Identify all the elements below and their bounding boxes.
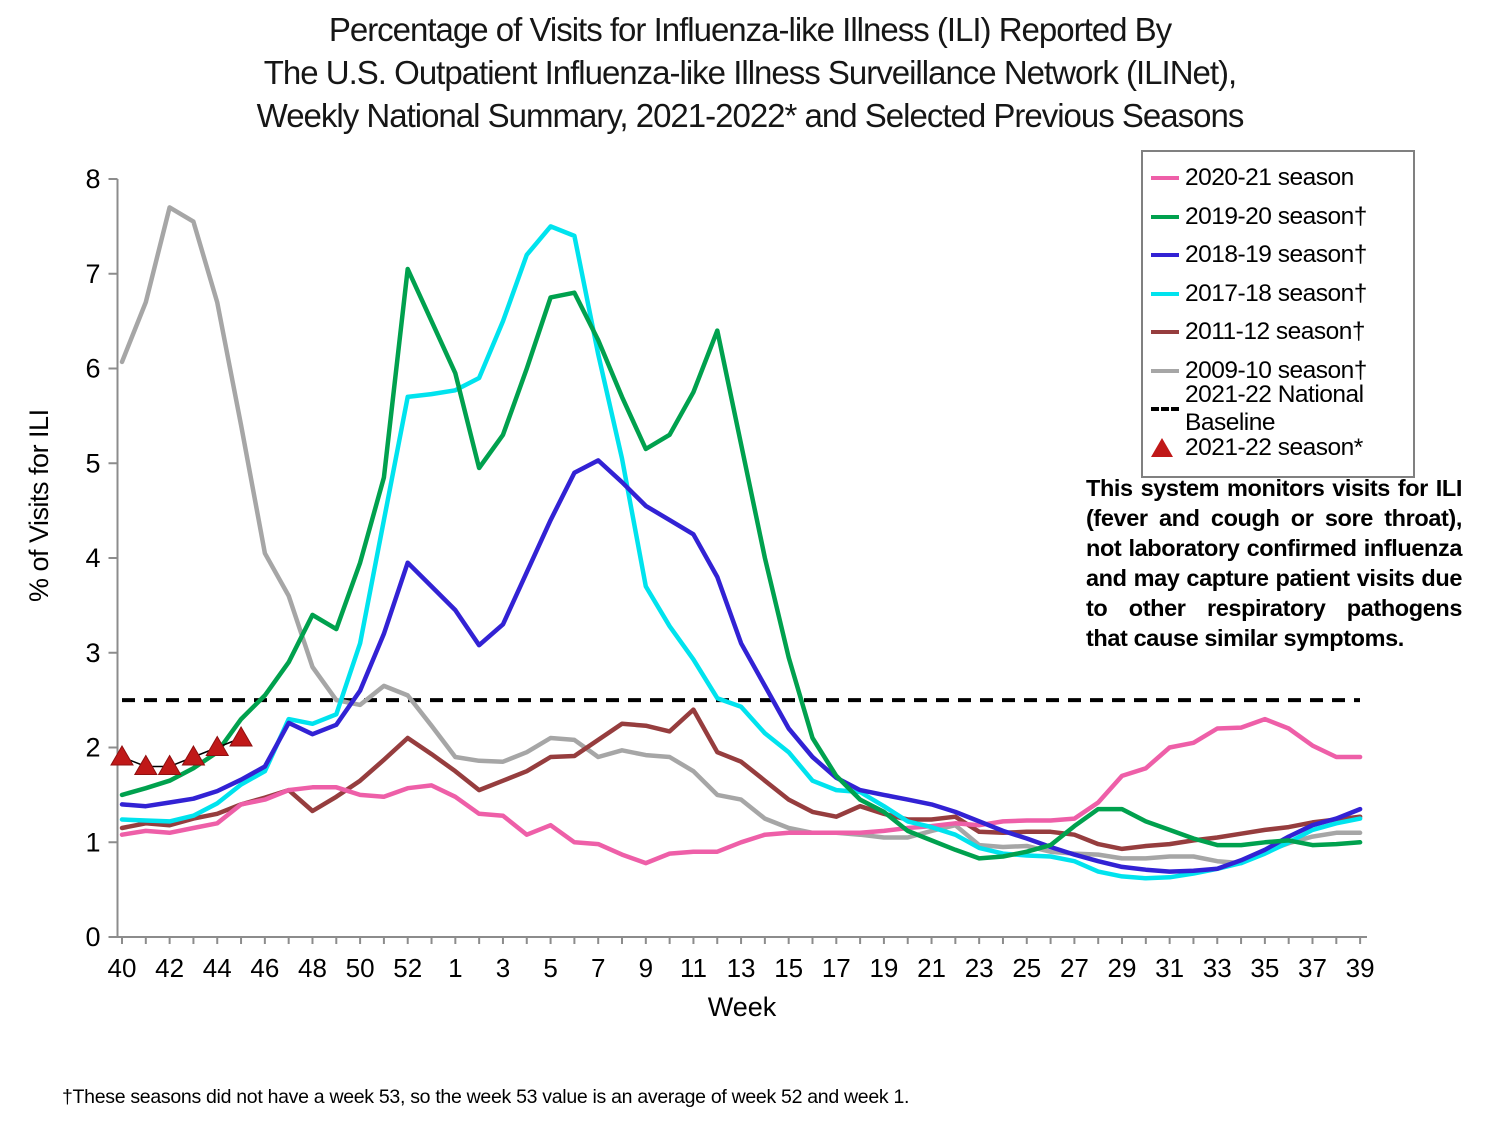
legend-line-swatch-green	[1151, 214, 1185, 219]
legend-line-swatch-pink	[1151, 176, 1185, 181]
legend-item-2017-18-season: 2017-18 season†	[1151, 275, 1409, 314]
y-tick-label: 4	[85, 543, 100, 573]
x-tick-label: 33	[1203, 953, 1232, 983]
x-tick-label: 9	[639, 953, 653, 983]
triangle-marker	[205, 735, 230, 756]
series-line-2018-19season	[119, 458, 1363, 874]
triangle-marker	[181, 744, 206, 766]
y-tick-label: 0	[85, 922, 100, 952]
legend-label: 2020-21 season	[1185, 164, 1354, 192]
legend-dashed-line-swatch	[1151, 407, 1185, 412]
triangle-marker	[157, 754, 182, 775]
y-tick-label: 1	[85, 827, 100, 857]
x-tick-label: 17	[822, 953, 851, 983]
x-tick-label: 1	[448, 953, 462, 983]
y-tick-label: 3	[85, 638, 100, 668]
x-tick-label: 39	[1346, 953, 1375, 983]
series-line-2011-12season	[119, 707, 1363, 852]
x-tick-label: 46	[250, 953, 279, 983]
chart-title-line2: The U.S. Outpatient Influenza-like Illne…	[263, 54, 1237, 91]
x-tick-label: 31	[1155, 953, 1184, 983]
legend-item-2009-10-season: 2009-10 season†	[1151, 352, 1409, 391]
y-tick-label: 6	[85, 354, 100, 384]
legend-triangle-marker-icon	[1151, 438, 1185, 458]
triangle-marker	[110, 744, 134, 766]
x-tick-label: 21	[917, 953, 946, 983]
x-tick-label: 7	[591, 953, 605, 983]
triangle-marker	[229, 726, 253, 747]
series-line-2020-21season	[119, 716, 1363, 866]
chart-title-line1: Percentage of Visits for Influenza-like …	[328, 11, 1172, 48]
legend-line-swatch-gray	[1151, 368, 1185, 373]
x-axis-ticks: 40 42 44 46 48 50 52 1 3 5 7 9 11 13 15 17 19 21 23 25 27 29 3…	[108, 937, 1375, 983]
y-tick-label: 8	[85, 164, 100, 194]
ili-definition-note: This system monitors visits for ILI (fev…	[1086, 475, 1462, 651]
x-tick-label: 37	[1298, 953, 1327, 983]
legend: 2020-21 season 2019-20 season† 2018-19 s…	[1141, 150, 1415, 478]
legend-item-2018-19-season: 2018-19 season†	[1151, 236, 1409, 275]
x-tick-label: 3	[496, 953, 510, 983]
x-tick-label: 40	[108, 953, 137, 983]
legend-item-2021-22-season: 2021-22 season*	[1151, 429, 1409, 468]
legend-line-swatch-blue	[1151, 253, 1185, 258]
x-tick-label: 23	[965, 953, 994, 983]
x-tick-label: 27	[1060, 953, 1089, 983]
y-tick-label: 5	[85, 448, 100, 478]
x-tick-label: 13	[727, 953, 756, 983]
x-tick-label: 50	[346, 953, 375, 983]
x-tick-label: 44	[203, 953, 232, 983]
x-tick-label: 25	[1012, 953, 1041, 983]
legend-label: 2018-19 season†	[1185, 241, 1367, 269]
x-tick-label: 29	[1108, 953, 1137, 983]
legend-item-2020-21-season: 2020-21 season	[1151, 159, 1409, 198]
x-tick-label: 19	[869, 953, 898, 983]
series-line-2017-18season	[119, 224, 1363, 881]
legend-label: 2019-20 season†	[1185, 202, 1367, 230]
x-tick-label: 35	[1250, 953, 1279, 983]
x-tick-label: 15	[774, 953, 803, 983]
week53-footnote: †These seasons did not have a week 53, s…	[62, 1086, 910, 1108]
x-tick-label: 42	[155, 953, 184, 983]
legend-item-2011-12-season: 2011-12 season†	[1151, 313, 1409, 352]
legend-label: 2021-22 season*	[1185, 433, 1363, 461]
chart-title: Percentage of Visits for Influenza-like …	[0, 8, 1500, 137]
legend-item-2019-20-season: 2019-20 season†	[1151, 198, 1409, 237]
legend-label: 2021-22 National Baseline	[1185, 381, 1364, 437]
x-tick-label: 52	[393, 953, 422, 983]
y-axis-ticks: 0 1 2 3 4 5 6 7 8	[85, 164, 118, 952]
current-season-markers	[110, 726, 253, 775]
series-line-2019-20season	[119, 266, 1363, 861]
triangle-marker	[133, 754, 158, 775]
y-axis-title: % of Visits for ILI	[24, 409, 54, 602]
x-tick-label: 48	[298, 953, 327, 983]
legend-line-swatch-cyan	[1151, 291, 1185, 296]
legend-label: 2011-12 season†	[1185, 318, 1366, 346]
x-tick-label: 5	[543, 953, 557, 983]
series-line-2009-10season	[119, 205, 1363, 866]
x-axis-title: Week	[707, 992, 777, 1022]
x-tick-label: 11	[680, 953, 707, 983]
y-tick-label: 7	[85, 259, 100, 289]
legend-line-swatch-brown	[1151, 330, 1185, 335]
y-tick-label: 2	[85, 733, 100, 763]
chart-title-line3: Weekly National Summary, 2021-2022* and …	[256, 97, 1245, 134]
legend-item-national-baseline: 2021-22 National Baseline	[1151, 381, 1409, 436]
legend-label: 2017-18 season†	[1185, 279, 1367, 307]
legend-label: 2009-10 season†	[1185, 356, 1367, 384]
